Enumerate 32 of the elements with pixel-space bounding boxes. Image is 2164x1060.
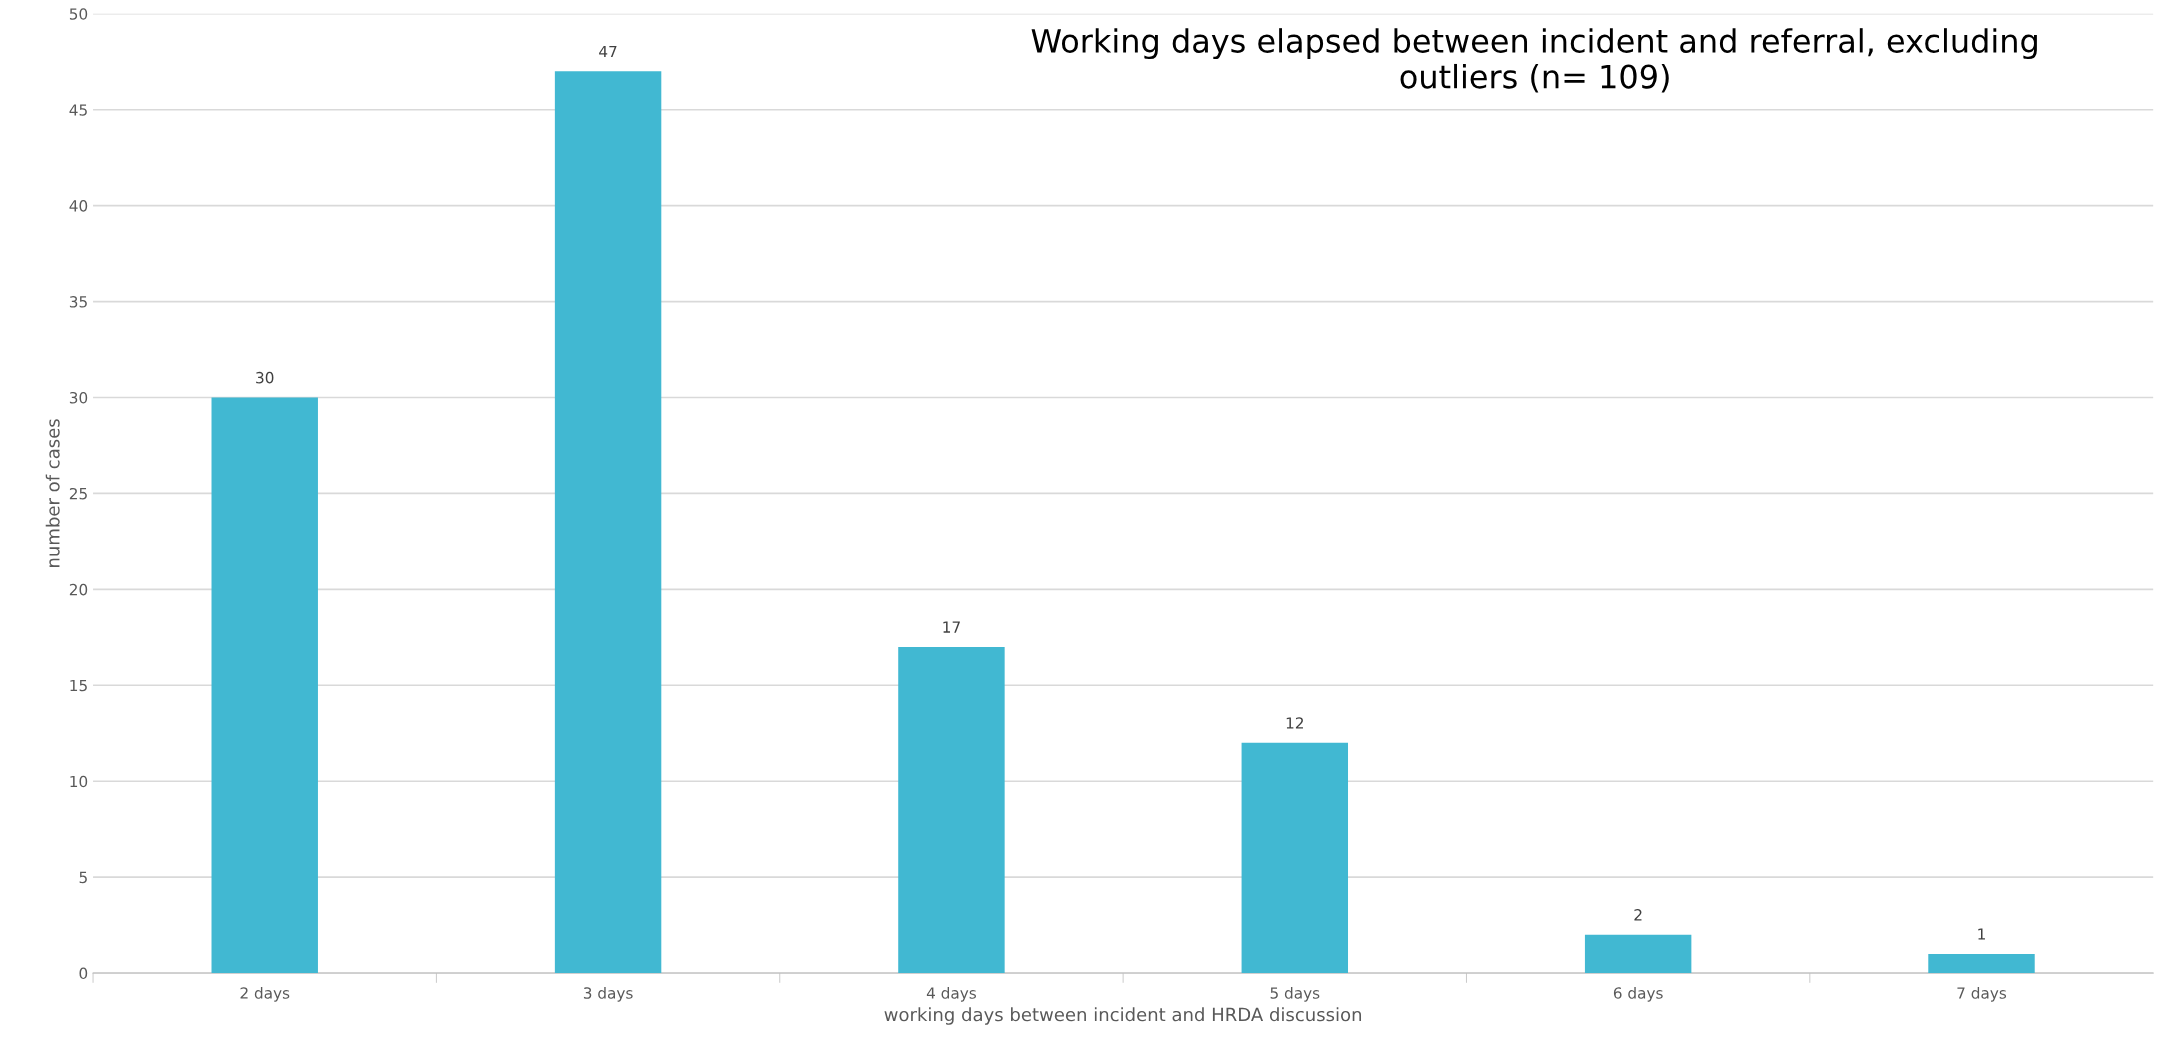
- bar: [554, 71, 662, 974]
- y-tick-label: 30: [69, 391, 88, 404]
- x-tick-label: 4 days: [926, 986, 977, 1002]
- y-tick-label: 10: [70, 775, 88, 788]
- bar: [1928, 953, 2035, 974]
- data-label: 2: [1634, 909, 1642, 921]
- x-tick-label: 7 days: [1957, 986, 2007, 1002]
- data-label: 17: [943, 621, 960, 633]
- x-tick-label: 5 days: [1270, 986, 1320, 1002]
- bar: [1241, 742, 1349, 974]
- data-label: 12: [1286, 717, 1303, 729]
- bar: [1584, 934, 1692, 974]
- y-tick-label: 35: [69, 296, 87, 308]
- x-axis-title: working days between incident and HRDA discussion: [884, 1007, 1362, 1025]
- x-tick-label: 6 days: [1613, 986, 1663, 1002]
- y-tick-label: 5: [79, 871, 87, 884]
- y-tick-label: 20: [69, 583, 88, 596]
- y-tick-label: 15: [70, 679, 87, 692]
- data-label: 1: [1978, 928, 1985, 940]
- data-label: 30: [256, 371, 274, 384]
- y-tick-label: 40: [69, 200, 88, 212]
- bar: [898, 646, 1005, 974]
- y-tick-label: 0: [79, 967, 88, 980]
- data-label: 47: [599, 45, 617, 58]
- bar: [211, 397, 318, 974]
- x-tick-label: 3 days: [583, 986, 633, 1002]
- y-tick-label: 50: [69, 8, 88, 20]
- x-tick-label: 2 days: [240, 986, 290, 1002]
- y-tick-label: 25: [69, 487, 87, 500]
- y-axis-title: number of cases: [45, 419, 60, 567]
- text: Working days elapsed between incident and referral, excluding outliers (n= 109): [1031, 28, 2037, 93]
- y-tick-label: 45: [69, 104, 87, 116]
